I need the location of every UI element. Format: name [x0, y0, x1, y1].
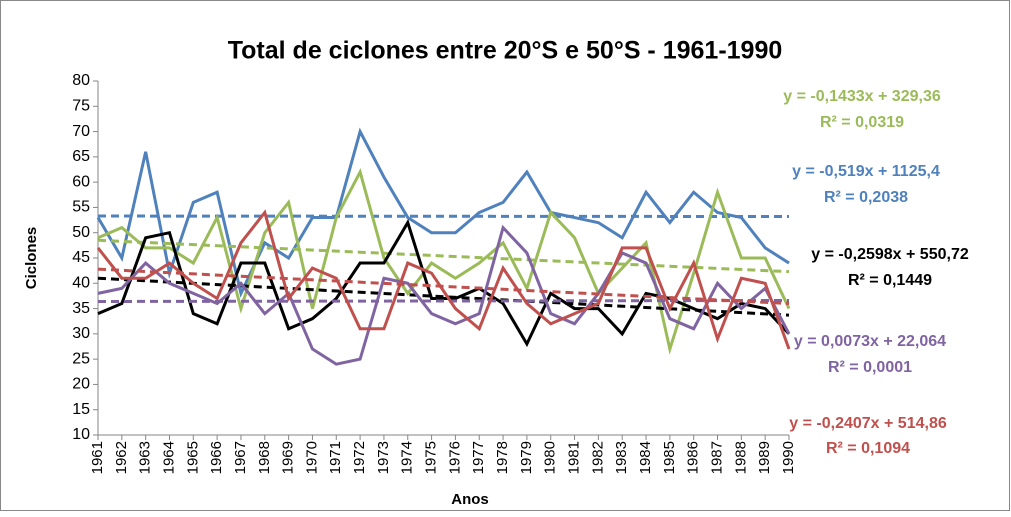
- x-tick-label: 1969: [280, 441, 297, 474]
- y-tick-label: 55: [72, 199, 90, 216]
- trend-r2: R² = 0,0001: [828, 359, 912, 376]
- x-tick-label: 1975: [423, 441, 440, 474]
- y-axis-label: Ciclones: [23, 227, 40, 290]
- x-tick-label: 1980: [542, 441, 559, 474]
- x-tick-label: 1988: [732, 441, 749, 474]
- x-tick-label: 1989: [756, 441, 773, 474]
- x-tick-label: 1967: [232, 441, 249, 474]
- y-tick-label: 25: [72, 350, 90, 367]
- trend-r2: R² = 0,1094: [826, 440, 910, 457]
- x-axis-label: Anos: [451, 491, 489, 508]
- y-tick-label: 45: [72, 249, 90, 266]
- x-tick-label: 1976: [446, 441, 463, 474]
- y-tick-label: 30: [72, 325, 90, 342]
- x-tick-label: 1982: [589, 441, 606, 474]
- x-tick-label: 1984: [637, 441, 654, 474]
- trend-equation: y = -0,519x + 1125,4: [792, 163, 940, 180]
- y-tick-label: 65: [72, 148, 90, 165]
- series-line: [97, 167, 791, 355]
- chart-title: Total de ciclones entre 20°S e 50°S - 19…: [228, 37, 783, 65]
- trend-line: [97, 267, 790, 306]
- trend-r2: R² = 0,0319: [820, 114, 904, 131]
- y-tick-label: 10: [72, 426, 90, 443]
- x-tick-label: 1961: [89, 441, 106, 474]
- trend-r2: R² = 0,2038: [824, 189, 908, 206]
- y-tick-label: 20: [72, 376, 90, 393]
- series-line: [96, 209, 791, 350]
- trend-r2: R² = 0,1449: [848, 272, 932, 289]
- x-tick-label: 1972: [351, 441, 368, 474]
- x-tick-label: 1965: [184, 441, 201, 474]
- trend-equation: y = -0,2598x + 550,72: [811, 246, 969, 263]
- trend-equation: y = -0,2407x + 514,86: [789, 415, 947, 432]
- x-tick-label: 1966: [208, 441, 225, 474]
- trend-line: [97, 214, 790, 219]
- y-tick-label: 80: [72, 72, 90, 89]
- x-tick-label: 1968: [256, 441, 273, 474]
- x-tick-label: 1985: [661, 441, 678, 474]
- trend-equation: y = -0,1433x + 329,36: [783, 88, 941, 105]
- x-tick-label: 1979: [518, 441, 535, 474]
- y-tick-label: 70: [72, 123, 90, 140]
- y-tick-label: 15: [72, 401, 90, 418]
- y-tick-label: 50: [72, 224, 90, 241]
- y-tick-label: 35: [72, 300, 90, 317]
- x-tick-label: 1963: [137, 441, 154, 474]
- x-tick-label: 1987: [708, 441, 725, 474]
- x-tick-label: 1981: [566, 441, 583, 474]
- y-tick-label: 75: [72, 98, 90, 115]
- x-tick-label: 1990: [780, 441, 797, 474]
- x-tick-label: 1978: [494, 441, 511, 474]
- x-tick-label: 1964: [160, 441, 177, 474]
- x-tick-label: 1983: [613, 441, 630, 474]
- series-line: [97, 224, 791, 366]
- x-tick-label: 1962: [113, 441, 130, 474]
- y-tick-label: 60: [72, 173, 90, 190]
- x-tick-label: 1986: [685, 441, 702, 474]
- x-tick-label: 1971: [327, 441, 344, 474]
- trend-line: [97, 276, 790, 317]
- y-tick-label: 40: [72, 275, 90, 292]
- trend-equation: y = 0,0073x + 22,064: [794, 333, 946, 350]
- x-tick-label: 1970: [303, 441, 320, 474]
- x-tick-label: 1974: [399, 441, 416, 474]
- x-tick-label: 1977: [470, 441, 487, 474]
- x-tick-label: 1973: [375, 441, 392, 474]
- trend-line: [97, 238, 790, 274]
